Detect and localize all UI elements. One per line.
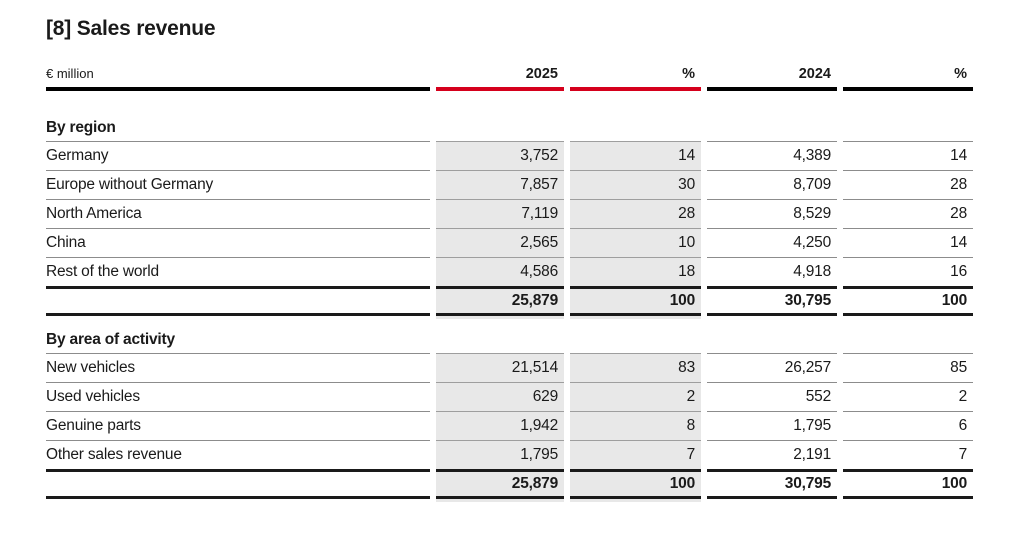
section-by-area-of-activity: By area of activity New vehicles 21,514 … [46,319,973,502]
section-by-region: By region Germany 3,752 14 4,389 14 Euro… [46,91,973,319]
row-label: New vehicles [46,353,430,382]
value-cell-2025-percent: 7 [570,440,701,469]
value-cell-2024-percent: 85 [843,353,973,382]
column-header-2024: 2024 [707,66,837,91]
value-cell-2024-percent: 28 [843,170,973,199]
page-title: [8] Sales revenue [46,17,216,40]
column-header-2024-percent: % [843,66,973,91]
value-cell-2024: 26,257 [707,353,837,382]
total-value-2024-percent: 100 [843,286,973,316]
heading-spacer-cell [436,91,564,141]
shade-strip [570,499,701,502]
value-cell-2025: 4,586 [436,257,564,286]
shade-strip [436,499,564,502]
total-value-2025: 25,879 [436,286,564,316]
value-cell-2024: 4,250 [707,228,837,257]
total-value-2025-percent: 100 [570,286,701,316]
value-cell-2025-percent: 83 [570,353,701,382]
value-cell-2024-percent: 7 [843,440,973,469]
shade-strip [570,316,701,319]
value-cell-2024: 552 [707,382,837,411]
total-row-label-spacer [46,286,430,316]
value-cell-2025: 3,752 [436,141,564,170]
unit-label: € million [46,66,430,91]
row-label: China [46,228,430,257]
value-cell-2024-percent: 16 [843,257,973,286]
heading-spacer-cell [570,91,701,141]
shade-strip [436,316,564,319]
value-cell-2025: 21,514 [436,353,564,382]
row-label: Rest of the world [46,257,430,286]
row-label: Genuine parts [46,411,430,440]
heading-spacer-cell [707,91,837,141]
total-value-2025-percent: 100 [570,469,701,499]
value-cell-2025: 2,565 [436,228,564,257]
value-cell-2024-percent: 6 [843,411,973,440]
heading-spacer-cell [436,319,564,353]
shade-strip [843,499,973,502]
shade-strip [46,499,430,502]
value-cell-2025-percent: 8 [570,411,701,440]
row-label: Europe without Germany [46,170,430,199]
value-cell-2024: 4,918 [707,257,837,286]
value-cell-2025: 1,942 [436,411,564,440]
report-page: [8] Sales revenue € million 2025 % 2024 … [46,15,973,502]
heading-spacer-cell [843,91,973,141]
value-cell-2025-percent: 28 [570,199,701,228]
value-cell-2024-percent: 14 [843,228,973,257]
value-cell-2024-percent: 2 [843,382,973,411]
total-value-2024: 30,795 [707,286,837,316]
value-cell-2024: 8,529 [707,199,837,228]
row-label: Germany [46,141,430,170]
value-cell-2025: 629 [436,382,564,411]
value-cell-2025: 7,857 [436,170,564,199]
value-cell-2025: 7,119 [436,199,564,228]
value-cell-2025-percent: 14 [570,141,701,170]
shade-strip [707,499,837,502]
value-cell-2025-percent: 2 [570,382,701,411]
column-header-2025: 2025 [436,66,564,91]
row-label: Other sales revenue [46,440,430,469]
row-label: North America [46,199,430,228]
value-cell-2024: 2,191 [707,440,837,469]
table-header-row: € million 2025 % 2024 % [46,66,973,91]
row-label: Used vehicles [46,382,430,411]
total-value-2025: 25,879 [436,469,564,499]
section-heading: By area of activity [46,331,175,348]
total-value-2024: 30,795 [707,469,837,499]
total-row-label-spacer [46,469,430,499]
total-value-2024-percent: 100 [843,469,973,499]
value-cell-2025-percent: 18 [570,257,701,286]
heading-spacer-cell [570,319,701,353]
value-cell-2025: 1,795 [436,440,564,469]
value-cell-2024: 1,795 [707,411,837,440]
value-cell-2024-percent: 14 [843,141,973,170]
heading-spacer-cell [707,319,837,353]
value-cell-2024: 4,389 [707,141,837,170]
section-heading: By region [46,119,116,136]
column-header-2025-percent: % [570,66,701,91]
value-cell-2024-percent: 28 [843,199,973,228]
value-cell-2025-percent: 30 [570,170,701,199]
value-cell-2024: 8,709 [707,170,837,199]
heading-spacer-cell [843,319,973,353]
value-cell-2025-percent: 10 [570,228,701,257]
